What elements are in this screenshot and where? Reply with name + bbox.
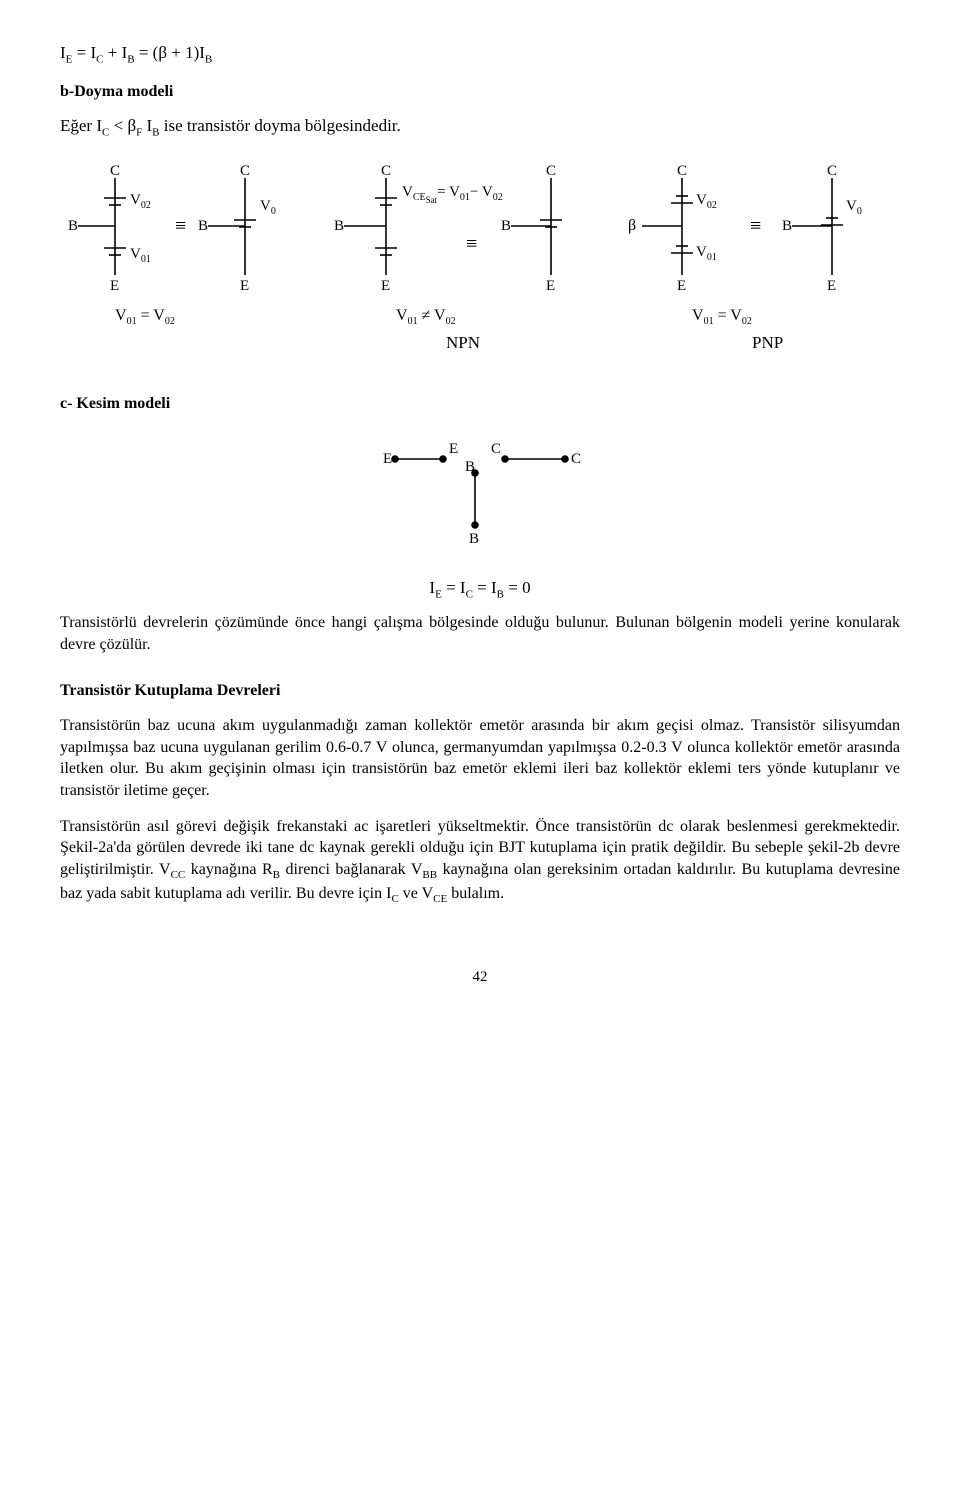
svg-text:V01: V01 <box>696 244 717 263</box>
svg-text:V01 = V02: V01 = V02 <box>115 307 175 327</box>
heading-kutuplama: Transistör Kutuplama Devreleri <box>60 680 900 702</box>
figure1-svg-b: C E B VCESat= V01− V02 ≡ C E B <box>326 160 616 355</box>
page-number: 42 <box>60 967 900 987</box>
b-t3: ise transistör doyma bölgesindedir. <box>160 116 401 135</box>
figure1-group-c: β C E V02 V01 ≡ C E B <box>622 160 912 355</box>
svg-text:C: C <box>381 163 391 179</box>
svg-text:B: B <box>334 218 344 234</box>
svg-text:E: E <box>677 278 686 294</box>
svg-text:E: E <box>381 278 390 294</box>
svg-text:C: C <box>677 163 687 179</box>
figure1-row: C E B V02 V01 ≡ C E <box>60 160 900 355</box>
svg-text:B: B <box>501 218 511 234</box>
section-b-condition: Eğer IC < βF IB ise transistör doyma böl… <box>60 115 900 140</box>
svg-text:V0: V0 <box>846 198 862 217</box>
b-t2: I <box>142 116 152 135</box>
svg-text:β: β <box>628 217 636 234</box>
svg-text:V02: V02 <box>696 192 717 211</box>
equation-ie-ic-ib: IE = IC + IB = (β + 1)IB <box>60 42 900 67</box>
section-b-title: b-Doyma modeli <box>60 81 900 103</box>
eq1-t1: = I <box>72 43 96 62</box>
section-c-title: c- Kesim modeli <box>60 393 900 415</box>
svg-text:C: C <box>240 163 250 179</box>
figure1-svg-c: β C E V02 V01 ≡ C E B <box>622 160 912 355</box>
eq1-t3: = (β + 1)I <box>135 43 205 62</box>
svg-text:E: E <box>110 278 119 294</box>
svg-text:B: B <box>68 218 78 234</box>
eq1-s3: B <box>205 53 212 65</box>
b-t0: Eğer I <box>60 116 102 135</box>
svg-text:B: B <box>198 218 208 234</box>
figure1-group-a: C E B V02 V01 ≡ C E <box>60 160 320 330</box>
figure1-svg-a: C E B V02 V01 ≡ C E <box>60 160 320 330</box>
svg-text:V0: V0 <box>260 198 276 217</box>
equation-kesim: IE = IC = IB = 0 <box>60 577 900 602</box>
svg-text:E: E <box>449 441 458 457</box>
eq1-s1: C <box>96 53 103 65</box>
svg-text:V01 ≠ V02: V01 ≠ V02 <box>396 307 456 327</box>
svg-text:PNP: PNP <box>752 333 783 352</box>
svg-text:B: B <box>469 531 479 547</box>
svg-text:≡: ≡ <box>466 233 477 255</box>
svg-text:C: C <box>110 163 120 179</box>
svg-text:C: C <box>827 163 837 179</box>
svg-text:C: C <box>571 451 581 467</box>
svg-text:C: C <box>491 441 501 457</box>
svg-text:E: E <box>383 451 392 467</box>
svg-text:≡: ≡ <box>175 215 186 237</box>
svg-text:V01: V01 <box>130 246 151 265</box>
svg-text:V01 = V02: V01 = V02 <box>692 307 752 327</box>
figure1-group-b: C E B VCESat= V01− V02 ≡ C E B <box>326 160 616 355</box>
svg-text:C: C <box>546 163 556 179</box>
svg-text:B: B <box>465 459 475 475</box>
paragraph-3: Transistörün asıl görevi değişik frekans… <box>60 816 900 907</box>
svg-text:≡: ≡ <box>750 215 761 237</box>
svg-text:NPN: NPN <box>446 333 480 352</box>
paragraph-1: Transistörlü devrelerin çözümünde önce h… <box>60 612 900 655</box>
eq1-s2: B <box>127 53 134 65</box>
eq1-t2: + I <box>104 43 128 62</box>
svg-text:V02: V02 <box>130 192 151 211</box>
b-t1: < β <box>109 116 136 135</box>
figure-kesim-svg: E E C C B B <box>365 429 595 549</box>
svg-text:VCESat= V01− V02: VCESat= V01− V02 <box>402 184 503 205</box>
svg-text:E: E <box>240 278 249 294</box>
paragraph-2: Transistörün baz ucuna akım uygulanmadığ… <box>60 715 900 801</box>
figure-kesim: E E C C B B <box>60 429 900 556</box>
svg-text:B: B <box>782 218 792 234</box>
svg-text:E: E <box>546 278 555 294</box>
svg-text:E: E <box>827 278 836 294</box>
